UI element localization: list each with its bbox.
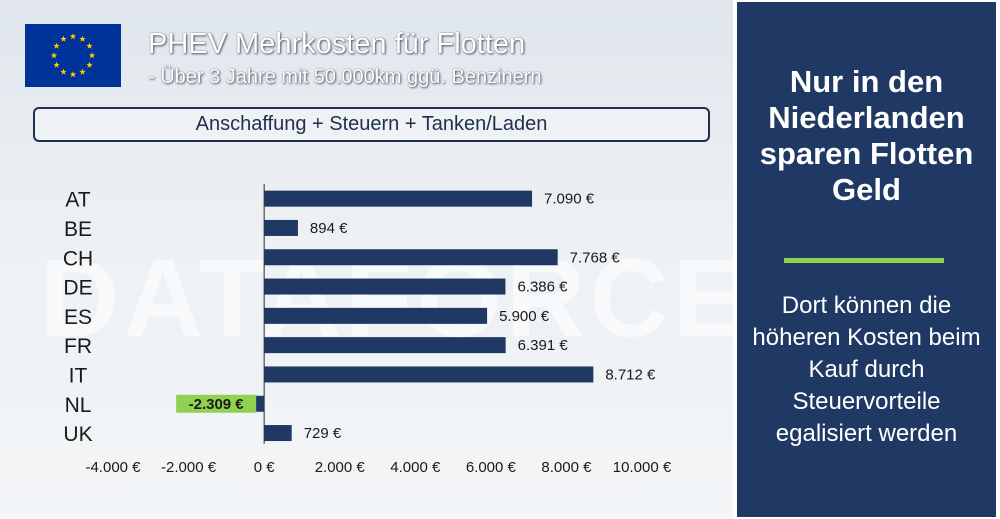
category-label: DE	[63, 277, 92, 300]
category-label: UK	[63, 423, 92, 446]
bar-es	[264, 307, 488, 324]
bar-chart: AT 7.090 € BE 894 € CH 7.768 € DE 6.386 € ES 5.90…	[63, 184, 672, 476]
category-label: AT	[65, 189, 90, 212]
summary-body: Dort können die höheren Kosten beim Kauf…	[752, 292, 981, 447]
category-label: NL	[65, 394, 92, 417]
data-label: 894 €	[310, 220, 348, 237]
category-label: ES	[64, 306, 92, 329]
bar-at	[264, 190, 533, 207]
summary-panel: Nur in den Niederlanden sparen Flotten G…	[737, 2, 996, 517]
category-label: FR	[64, 335, 92, 358]
bar-fr	[264, 337, 506, 354]
accent-divider	[784, 258, 944, 263]
flag-star-icon	[53, 42, 60, 49]
flag-star-icon	[69, 33, 77, 40]
x-tick-label: 6.000 €	[466, 459, 517, 476]
category-label: IT	[69, 364, 88, 387]
x-tick-label: -2.000 €	[161, 459, 217, 476]
data-label: 6.386 €	[517, 279, 568, 296]
eu-flag-icon	[25, 24, 121, 87]
flag-star-icon	[86, 42, 93, 49]
negative-value-highlight	[176, 394, 257, 413]
flag-star-icon	[79, 68, 86, 75]
flag-star-icon	[53, 61, 60, 68]
data-label: 8.712 €	[605, 366, 656, 383]
data-label: 729 €	[304, 425, 342, 442]
bar-be	[264, 219, 298, 236]
category-label: BE	[64, 218, 92, 241]
cost-components-caption: Anschaffung + Steuern + Tanken/Laden	[33, 107, 710, 142]
x-tick-label: 8.000 €	[541, 459, 592, 476]
x-tick-label: 2.000 €	[315, 459, 366, 476]
flag-star-icon	[88, 52, 96, 59]
flag-star-icon	[50, 52, 58, 59]
data-label: 7.090 €	[544, 191, 595, 208]
data-label: 5.900 €	[499, 308, 550, 325]
data-label: -2.309 €	[189, 396, 245, 413]
data-label: 6.391 €	[518, 337, 569, 354]
x-tick-label: 10.000 €	[613, 459, 672, 476]
x-tick-label: -4.000 €	[85, 459, 141, 476]
x-tick-label: 0 €	[254, 459, 276, 476]
chart-title: PHEV Mehrkosten für Flotten	[148, 28, 526, 60]
flag-star-icon	[86, 61, 93, 68]
chart-panel: DATAFORCE PHEV Mehrkosten für Flotten - …	[0, 0, 733, 519]
bar-ch	[264, 249, 558, 266]
x-tick-label: 4.000 €	[390, 459, 441, 476]
data-label: 7.768 €	[570, 249, 621, 266]
category-label: CH	[63, 247, 93, 270]
bar-de	[264, 278, 506, 295]
summary-headline: Nur in den Niederlanden sparen Flotten G…	[759, 64, 974, 207]
bar-it	[264, 366, 594, 383]
flag-star-icon	[69, 71, 77, 78]
flag-star-icon	[60, 68, 67, 75]
flag-star-icon	[79, 35, 86, 42]
caption-text: Anschaffung + Steuern + Tanken/Laden	[195, 113, 548, 135]
bar-uk	[264, 425, 292, 442]
flag-star-icon	[60, 35, 67, 42]
chart-subtitle: - Über 3 Jahre mit 50.000km ggü. Benzine…	[148, 66, 542, 88]
